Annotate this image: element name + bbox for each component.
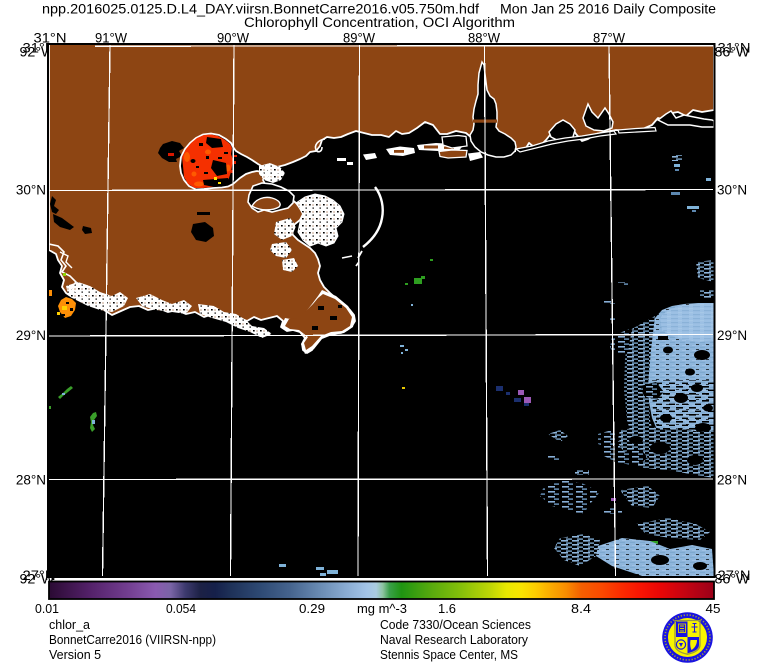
svg-text:91°W: 91°W bbox=[95, 31, 127, 46]
svg-text:28°N: 28°N bbox=[717, 473, 747, 488]
svg-text:45: 45 bbox=[706, 601, 721, 616]
svg-text:Stennis Space Center, MS: Stennis Space Center, MS bbox=[380, 648, 518, 662]
svg-text:mg m^-3: mg m^-3 bbox=[357, 601, 407, 616]
svg-text:8.4: 8.4 bbox=[571, 601, 591, 616]
svg-text:0.054: 0.054 bbox=[166, 601, 196, 616]
svg-text:Version 5: Version 5 bbox=[49, 648, 101, 662]
svg-text:30°N: 30°N bbox=[717, 183, 747, 198]
svg-text:89°W: 89°W bbox=[343, 31, 375, 46]
svg-text:28°N: 28°N bbox=[16, 473, 46, 488]
svg-text:87°W: 87°W bbox=[593, 31, 625, 46]
svg-text:chlor_a: chlor_a bbox=[49, 618, 90, 632]
svg-text:Code 7330/Ocean Sciences: Code 7330/Ocean Sciences bbox=[380, 618, 531, 632]
svg-text:npp.2016025.0125.D.L4_DAY.viir: npp.2016025.0125.D.L4_DAY.viirsn.BonnetC… bbox=[42, 2, 479, 17]
svg-text:30°N: 30°N bbox=[16, 183, 46, 198]
svg-text:BonnetCarre2016 (VIIRSN-npp): BonnetCarre2016 (VIIRSN-npp) bbox=[49, 633, 216, 647]
svg-text:86°W: 86°W bbox=[715, 45, 750, 60]
svg-text:Mon Jan 25 2016 Daily Composit: Mon Jan 25 2016 Daily Composite bbox=[500, 2, 716, 17]
svg-text:31°N: 31°N bbox=[718, 41, 751, 56]
svg-text:0.29: 0.29 bbox=[299, 601, 325, 616]
svg-text:92°W: 92°W bbox=[20, 572, 55, 587]
svg-text:88°W: 88°W bbox=[468, 31, 500, 46]
svg-text:27°N: 27°N bbox=[718, 568, 751, 583]
svg-text:29°N: 29°N bbox=[16, 328, 46, 343]
svg-text:Chlorophyll Concentration, OCI: Chlorophyll Concentration, OCI Algorithm bbox=[244, 15, 515, 30]
svg-text:1.6: 1.6 bbox=[438, 601, 456, 616]
svg-text:31°N: 31°N bbox=[34, 31, 67, 46]
svg-text:0.01: 0.01 bbox=[35, 601, 59, 616]
svg-text:86°W: 86°W bbox=[715, 572, 750, 587]
svg-text:29°N: 29°N bbox=[717, 328, 747, 343]
svg-text:92°W: 92°W bbox=[20, 45, 55, 60]
svg-text:90°W: 90°W bbox=[217, 31, 249, 46]
svg-text:Naval Research Laboratory: Naval Research Laboratory bbox=[380, 633, 529, 647]
